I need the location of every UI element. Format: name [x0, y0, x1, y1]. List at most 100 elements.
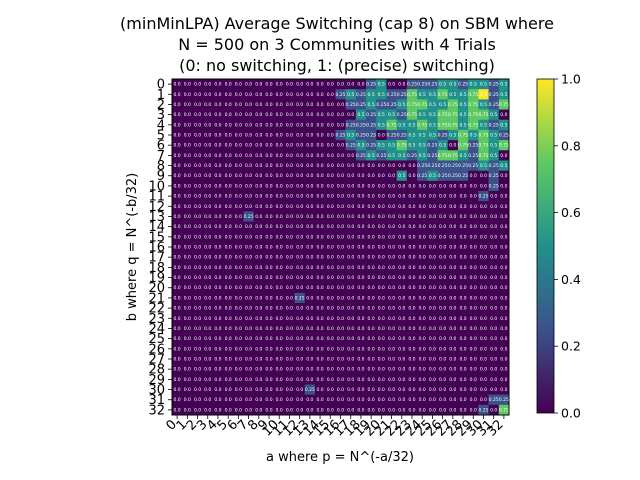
- heatmap-cell: [223, 353, 234, 365]
- cell-value-label: 0.0: [347, 306, 354, 312]
- cell-value-label: 0.0: [337, 336, 344, 342]
- heatmap-cell: [172, 384, 183, 395]
- cell-value-label: 0.0: [449, 387, 456, 393]
- heatmap-cell: [243, 313, 254, 324]
- heatmap-cell: [406, 394, 418, 406]
- heatmap-cell: [253, 191, 265, 202]
- heatmap-cell: [478, 374, 489, 385]
- heatmap-cell: [192, 374, 203, 385]
- heatmap-cell: [182, 160, 193, 171]
- heatmap-cell: [172, 292, 183, 304]
- heatmap-cell: [192, 180, 203, 192]
- cell-value-label: 0.0: [357, 265, 364, 271]
- heatmap-cell: [223, 79, 234, 90]
- cell-value-label: 0.0: [245, 234, 252, 240]
- cell-value-label: 0.0: [480, 214, 487, 220]
- heatmap-cell: [417, 252, 428, 263]
- heatmap-cell: [223, 292, 234, 304]
- heatmap-cell: [345, 313, 357, 324]
- heatmap-cell: [478, 353, 489, 365]
- heatmap-cell: [376, 201, 387, 212]
- heatmap-cell: [478, 201, 489, 212]
- cell-value-label: 0.0: [388, 285, 395, 291]
- cell-value-label: 0.0: [306, 346, 313, 352]
- cell-value-label: 0.0: [316, 194, 323, 200]
- cell-value-label: 0.0: [316, 326, 323, 332]
- cell-value-label: 0.0: [480, 234, 487, 240]
- cell-value-label: 0.0: [337, 173, 344, 179]
- heatmap-cell: [253, 150, 265, 161]
- heatmap-cell: [253, 323, 265, 334]
- heatmap-cell: [253, 221, 265, 233]
- heatmap-cell: [325, 272, 336, 283]
- cell-value-label: 0.0: [214, 173, 221, 179]
- cell-value-label: 0.0: [470, 275, 477, 281]
- heatmap-cell: [447, 313, 459, 324]
- heatmap-cell: [202, 252, 214, 263]
- cell-value-label: 0.0: [470, 214, 477, 220]
- cell-value-label: 0.5: [470, 133, 477, 139]
- cell-value-label: 0.0: [204, 224, 211, 230]
- cell-value-label: 0.0: [316, 367, 323, 373]
- cell-value-label: 0.0: [368, 265, 375, 271]
- cell-value-label: 0.0: [408, 336, 415, 342]
- heatmap-cell: [172, 353, 183, 365]
- heatmap-cell: [223, 211, 234, 222]
- heatmap-cell: [325, 292, 336, 304]
- heatmap-cell: [274, 99, 285, 110]
- heatmap-cell: [417, 394, 428, 406]
- cell-value-label: 0.25: [489, 102, 499, 108]
- cell-value-label: 0.0: [327, 326, 334, 332]
- cell-value-label: 0.0: [449, 295, 456, 301]
- heatmap-cell: [406, 282, 418, 294]
- heatmap-cell: [335, 364, 346, 375]
- heatmap-cell: [468, 313, 479, 324]
- cell-value-label: 0.0: [459, 306, 466, 312]
- cell-value-label: 0.0: [276, 326, 283, 332]
- heatmap-cell: [386, 272, 397, 283]
- heatmap-cell: [386, 353, 397, 365]
- cell-value-label: 0.0: [449, 234, 456, 240]
- cell-value-label: 0.0: [449, 377, 456, 383]
- cell-value-label: 0.0: [327, 275, 334, 281]
- heatmap-cell: [406, 221, 418, 233]
- cell-value-label: 0.5: [388, 143, 395, 149]
- heatmap-cell: [396, 79, 408, 90]
- heatmap-cell: [243, 109, 254, 121]
- cell-value-label: 0.0: [449, 397, 456, 403]
- cell-value-label: 0.0: [398, 397, 405, 403]
- heatmap-cell: [274, 313, 285, 324]
- cell-value-label: 0.0: [316, 163, 323, 169]
- heatmap-cell: [243, 99, 254, 110]
- cell-value-label: 0.0: [439, 255, 446, 261]
- cell-value-label: 0.0: [235, 82, 242, 88]
- heatmap-cell: [263, 221, 275, 233]
- cell-value-label: 0.0: [225, 336, 232, 342]
- heatmap-cell: [376, 262, 387, 273]
- cell-value-label: 0.0: [347, 255, 354, 261]
- heatmap-cell: [417, 272, 428, 283]
- cell-value-label: 0.0: [439, 204, 446, 210]
- cell-value-label: 0.0: [378, 194, 385, 200]
- cell-value-label: 0.0: [214, 133, 221, 139]
- heatmap-cell: [345, 79, 357, 90]
- cell-value-label: 0.0: [235, 275, 242, 281]
- cell-value-label: 0.5: [378, 122, 385, 128]
- cell-value-label: 0.0: [235, 183, 242, 189]
- heatmap-cell: [223, 89, 234, 100]
- heatmap-cell: [396, 170, 408, 182]
- heatmap-cell: [243, 140, 254, 151]
- cell-value-label: 0.25: [356, 133, 366, 139]
- cell-value-label: 0.0: [235, 194, 242, 200]
- heatmap-cell: [243, 252, 254, 263]
- cell-value-label: 0.0: [184, 367, 191, 373]
- heatmap-cell: [233, 129, 244, 141]
- heatmap-cell: [417, 119, 428, 131]
- heatmap-cell: [498, 404, 510, 416]
- heatmap-cell: [314, 394, 326, 406]
- heatmap-cell: [223, 231, 234, 243]
- cell-value-label: 0.0: [500, 112, 507, 118]
- cell-value-label: 0.0: [337, 163, 344, 169]
- cell-value-label: 0.0: [194, 336, 201, 342]
- heatmap-cell: [284, 211, 295, 222]
